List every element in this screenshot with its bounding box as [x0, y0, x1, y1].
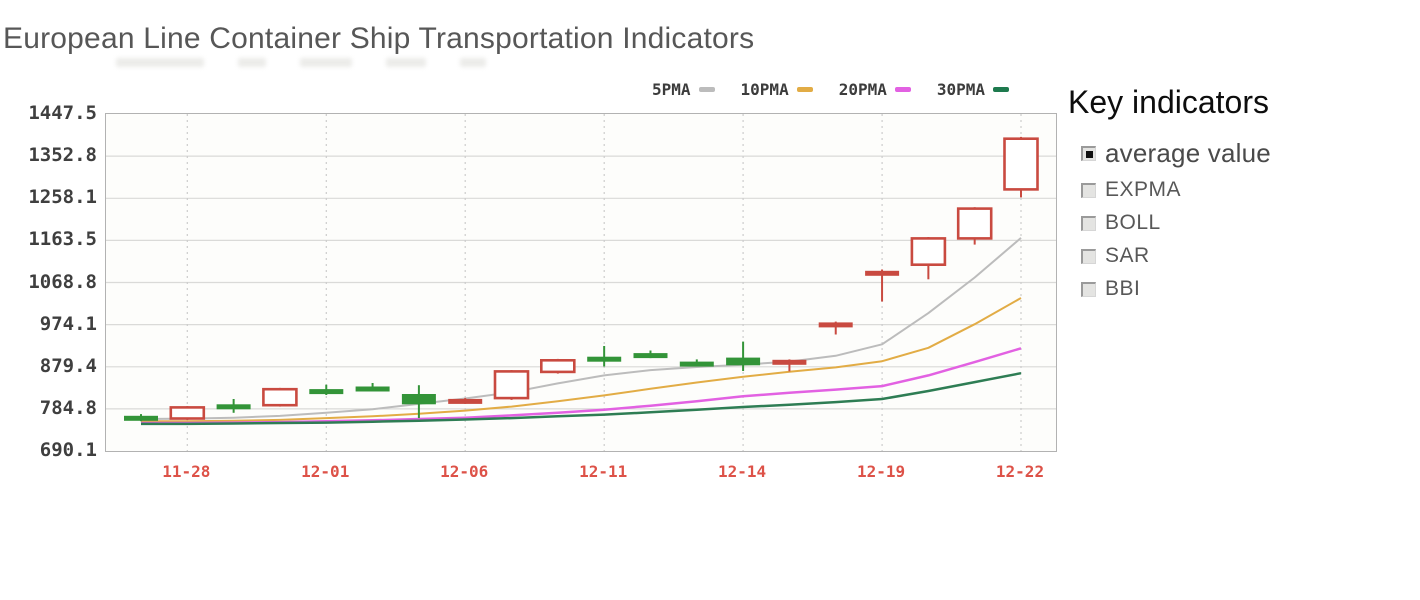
candlestick-chart: [106, 114, 1056, 451]
legend-color-swatch: [796, 87, 813, 92]
x-axis-label: 12-14: [718, 462, 767, 481]
y-axis-label: 1068.8: [28, 270, 97, 293]
x-axis-label: 12-19: [856, 462, 906, 481]
page-title: European Line Container Ship Transportat…: [3, 22, 755, 55]
faint-artifact: [300, 58, 352, 67]
faint-artifact: [460, 58, 486, 67]
indicator-label: average value: [1105, 138, 1271, 168]
chart-legend: 5PMA 10PMA 20PMA 30PMA: [652, 80, 1010, 99]
y-axis-label: 974.1: [39, 312, 97, 335]
checkbox-icon[interactable]: [1081, 215, 1096, 231]
checkmark-icon: [1085, 150, 1093, 158]
legend-item-10pma: 10PMA: [741, 80, 813, 99]
x-axis-label: 12-22: [995, 462, 1045, 481]
faint-artifact-row: [116, 58, 486, 67]
checkbox-checked-icon[interactable]: [1081, 146, 1096, 161]
indicator-label: SAR: [1105, 244, 1150, 267]
candlestick-plot-area: [105, 113, 1057, 452]
legend-item-5pma: 5PMA: [652, 80, 715, 99]
indicator-label: BBI: [1105, 277, 1141, 300]
y-axis-label: 1352.8: [28, 144, 97, 167]
legend-item-30pma: 30PMA: [936, 80, 1010, 99]
legend-item-20pma: 20PMA: [839, 80, 911, 99]
checkbox-icon[interactable]: [1081, 182, 1096, 198]
indicator-option-boll[interactable]: BOLL: [1081, 211, 1271, 235]
legend-color-swatch: [698, 87, 715, 92]
indicator-label: BOLL: [1105, 211, 1161, 234]
checkbox-icon[interactable]: [1081, 248, 1096, 264]
y-axis-label: 1258.1: [28, 186, 97, 209]
faint-artifact: [116, 58, 204, 67]
legend-label: 30PMA: [936, 80, 986, 99]
indicator-label: EXPMA: [1105, 178, 1182, 201]
faint-artifact: [238, 58, 266, 67]
legend-label: 5PMA: [652, 80, 691, 99]
indicator-option-sar[interactable]: SAR: [1081, 244, 1271, 268]
y-axis-label: 1163.5: [28, 228, 97, 251]
indicator-option-expma[interactable]: EXPMA: [1081, 178, 1271, 202]
legend-color-swatch: [894, 87, 911, 92]
indicator-option-bbi[interactable]: BBI: [1081, 277, 1271, 301]
legend-label: 20PMA: [838, 80, 887, 99]
x-axis-label: 11-28: [162, 462, 211, 481]
x-axis-label: 12-06: [440, 462, 489, 481]
legend-label: 10PMA: [740, 80, 789, 99]
key-indicators-list: average value EXPMA BOLL SAR BBI: [1081, 138, 1271, 301]
x-axis-label: 12-11: [579, 462, 628, 481]
y-axis-label: 690.1: [39, 439, 97, 461]
legend-color-swatch: [993, 87, 1010, 92]
indicator-option-average-value[interactable]: average value: [1081, 138, 1271, 169]
checkbox-icon[interactable]: [1081, 281, 1096, 297]
y-axis-label: 1447.5: [28, 102, 97, 124]
y-axis-label: 784.8: [39, 396, 97, 419]
faint-artifact: [386, 58, 426, 67]
x-axis-label: 12-01: [301, 462, 350, 481]
y-axis-label: 879.4: [39, 354, 97, 377]
key-indicators-title: Key indicators: [1068, 84, 1269, 120]
